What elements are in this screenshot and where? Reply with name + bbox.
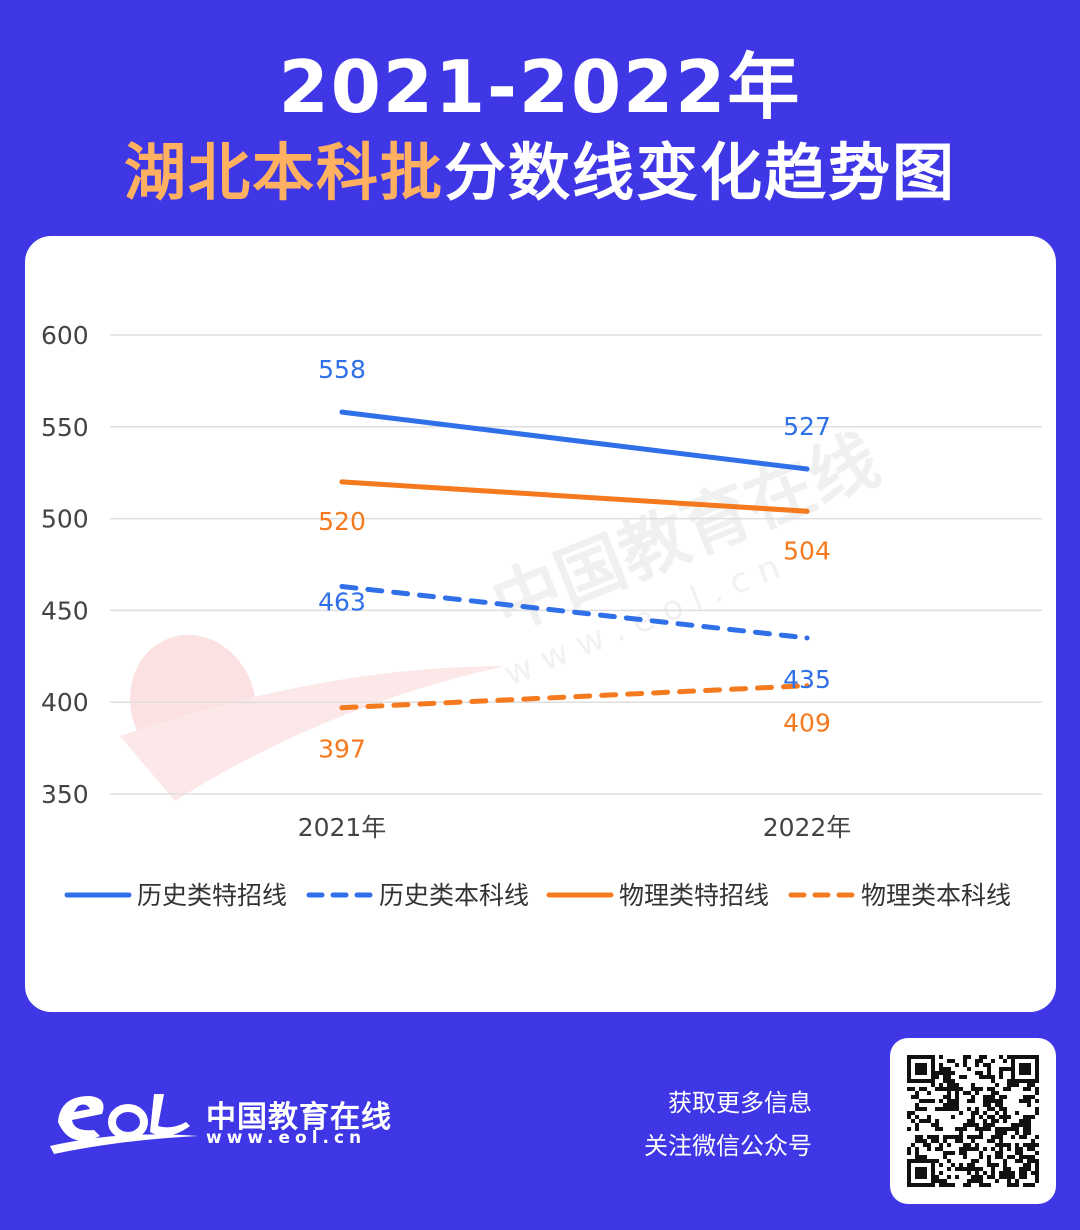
y-tick-label: 350 xyxy=(41,780,89,809)
data-label: 527 xyxy=(783,412,831,441)
subtitle-highlight: 湖北本科批 xyxy=(123,136,444,209)
line-chart: 中国教育在线 w w w . e o l . c n 3504004505005… xyxy=(41,321,1042,910)
data-point xyxy=(804,635,810,641)
qr-code-icon xyxy=(907,1055,1039,1187)
series-line-1 xyxy=(339,409,810,472)
legend-label: 物理类特招线 xyxy=(619,881,769,910)
chart-card: 中国教育在线 w w w . e o l . c n 350 400 450 500 5… xyxy=(25,236,1056,1012)
footer-brand: 中国教育在线 xyxy=(206,1100,392,1135)
series-lines xyxy=(339,409,810,711)
data-label: 558 xyxy=(318,355,366,384)
data-point xyxy=(339,479,345,485)
x-tick-label: 2022年 xyxy=(763,813,852,842)
y-tick-label: 400 xyxy=(41,688,89,717)
data-label: 397 xyxy=(318,735,366,764)
qr-code[interactable] xyxy=(890,1038,1056,1204)
footer-info-line2: 关注微信公众号 xyxy=(644,1132,812,1160)
subtitle-rest: 分数线变化趋势图 xyxy=(444,136,957,209)
x-axis: 2021年 2022年 xyxy=(298,813,852,842)
series-line-3 xyxy=(339,479,810,514)
page-subtitle: 湖北本科批分数线变化趋势图 xyxy=(0,122,1080,212)
data-point xyxy=(804,683,810,689)
y-tick-label: 600 xyxy=(41,321,89,350)
legend: 历史类特招线 历史类本科线 物理类特招线 物理类本科线 xyxy=(64,881,1011,910)
y-tick-label: 450 xyxy=(41,596,89,625)
data-point xyxy=(804,466,810,472)
legend-label: 历史类特招线 xyxy=(137,881,287,910)
watermark-swoosh-icon xyxy=(120,666,505,801)
data-point xyxy=(339,584,345,590)
legend-label: 历史类本科线 xyxy=(379,881,529,910)
series-line-2 xyxy=(339,584,810,641)
data-label: 463 xyxy=(318,588,366,617)
data-point xyxy=(339,409,345,415)
y-tick-label: 550 xyxy=(41,413,89,442)
data-point xyxy=(804,508,810,514)
eol-logo-icon xyxy=(50,1094,198,1154)
y-axis: 350 400 450 500 550 600 xyxy=(41,321,89,809)
footer-info-line1: 获取更多信息 xyxy=(668,1089,812,1117)
page-title: 2021-2022年 xyxy=(278,45,802,129)
y-tick-label: 500 xyxy=(41,505,89,534)
x-tick-label: 2021年 xyxy=(298,813,387,842)
data-label: 504 xyxy=(783,536,831,565)
legend-label: 物理类本科线 xyxy=(861,881,1011,910)
data-label: 435 xyxy=(783,665,831,694)
series-line-4 xyxy=(339,683,810,711)
footer-url[interactable]: www.eol.cn xyxy=(206,1128,367,1148)
data-label: 520 xyxy=(318,507,366,536)
data-labels: 558 527 463 435 520 504 397 409 xyxy=(318,355,831,764)
data-point xyxy=(339,705,345,711)
grid xyxy=(110,334,1042,795)
data-label: 409 xyxy=(783,709,831,738)
